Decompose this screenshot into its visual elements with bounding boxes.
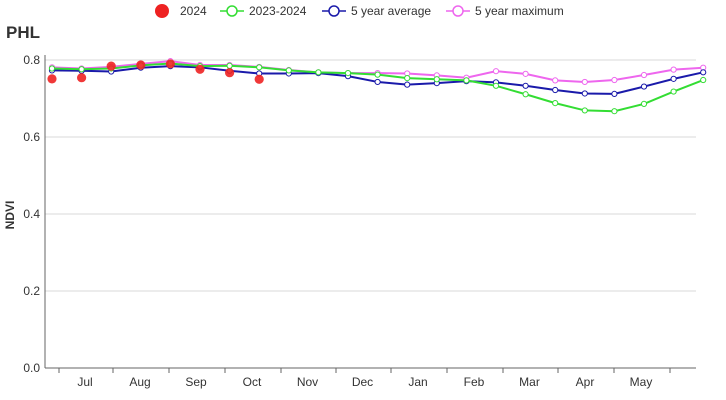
data-point-21 [670,75,677,82]
legend-item-5-year-average: 5 year average [322,4,431,18]
x-tick-label-mar: Mar [519,375,540,389]
data-point-0 [47,74,57,84]
x-tick-label-apr: Apr [576,375,595,389]
data-point-18 [581,78,588,86]
x-tick-label-may: May [630,375,653,389]
data-point-16 [522,70,529,77]
legend-label: 5 year maximum [475,4,564,18]
data-point-15 [492,82,500,89]
data-point-22 [700,76,707,84]
data-point-6 [225,68,235,78]
data-point-21 [670,66,677,73]
data-point-5 [195,64,205,74]
legend-symbol [328,5,340,17]
y-tick-label-0: 0.0 [23,361,40,375]
x-tick-label-nov: Nov [297,375,318,389]
data-point-19 [611,76,618,84]
series-2023-2024 [48,60,707,115]
y-tick-label-2: 0.4 [23,207,40,221]
y-tick-label-1: 0.2 [23,284,40,298]
y-tick-label-4: 0.8 [23,53,40,67]
axes: 0.0 0.2 0.4 0.6 0.8 Jul Aug Sep Oct Nov Dec Jan Feb M… [23,53,696,389]
chart-title: PHL [6,23,40,42]
data-point-20 [640,83,648,90]
data-point-21 [670,88,677,95]
data-point-13 [433,76,440,83]
data-point-1 [77,73,87,83]
legend-symbol [226,5,238,17]
data-point-22 [700,69,707,76]
series-layer [47,58,707,115]
data-point-19 [611,90,618,97]
x-tick-label-oct: Oct [243,375,262,389]
data-point-14 [463,77,470,84]
data-point-17 [552,86,559,94]
data-point-9 [315,69,322,76]
data-point-8 [285,67,292,74]
legend-label: 2024 [180,4,207,18]
data-point-17 [552,100,559,107]
data-point-20 [640,71,648,79]
y-axis-title: NDVI [3,201,17,230]
data-point-6 [226,62,233,69]
x-tick-label-dec: Dec [352,375,373,389]
series-2024 [47,59,264,84]
data-point-2 [106,61,116,71]
x-tick-label-jan: Jan [408,375,427,389]
legend-item-5-year-maximum: 5 year maximum [446,4,564,18]
data-point-11 [374,71,381,78]
data-point-17 [552,77,559,84]
data-point-15 [492,68,500,75]
legend-symbol [452,5,464,17]
data-point-12 [404,81,411,88]
data-point-19 [611,108,618,115]
data-point-10 [344,69,352,77]
legend: 2024 2023-2024 5 year average 5 year maximu… [155,4,564,18]
data-point-11 [374,78,381,86]
x-tick-label-aug: Aug [129,375,150,389]
data-point-0 [48,65,56,72]
data-point-7 [256,64,263,71]
x-tick-label-feb: Feb [464,375,485,389]
y-tick-label-3: 0.6 [23,130,40,144]
data-point-1 [78,66,85,73]
data-point-16 [522,91,529,98]
legend-item-2023-2024: 2023-2024 [220,4,307,18]
gridlines [45,59,696,292]
x-tick-label-jul: Jul [77,375,92,389]
data-point-16 [522,82,529,89]
data-point-12 [404,74,411,82]
legend-item-2024: 2024 [155,4,207,18]
data-point-18 [581,90,588,97]
data-point-7 [254,74,264,84]
legend-label: 2023-2024 [249,4,307,18]
legend-symbol [155,4,169,18]
data-point-4 [165,59,175,69]
data-point-3 [136,60,146,70]
x-tick-label-sep: Sep [185,375,207,389]
data-point-20 [640,100,648,107]
data-point-18 [581,107,588,114]
legend-label: 5 year average [351,4,431,18]
